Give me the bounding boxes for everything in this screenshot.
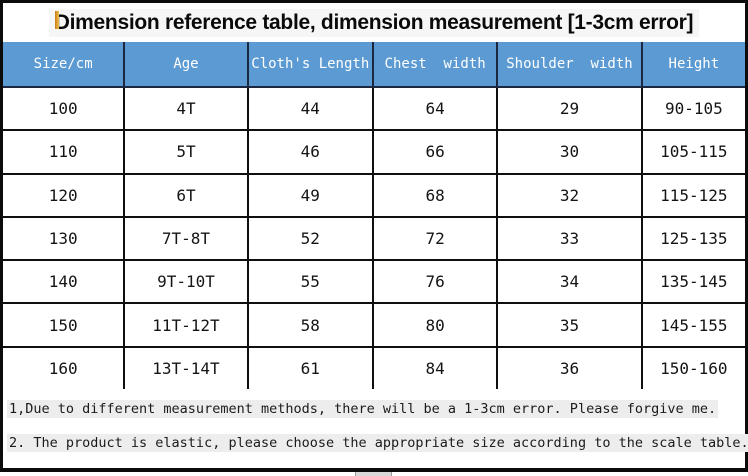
table-cell: 5T (123, 129, 249, 175)
table-row: 130 7T-8T 52 72 33 125-135 (3, 215, 745, 262)
table-cell: 32 (496, 172, 643, 218)
table-row: 110 5T 46 66 30 105-115 (3, 129, 745, 175)
table-cell: 35 (496, 302, 643, 348)
table-cell: 160 (3, 345, 126, 389)
page-title: Dimension reference table, dimension mea… (48, 8, 700, 37)
table-cell: 64 (371, 85, 499, 132)
table-cell: 110 (3, 129, 126, 175)
table-cell: 34 (496, 259, 643, 305)
table-row: 100 4T 44 64 29 90-105 (3, 85, 745, 132)
table-cell: 150-160 (640, 345, 745, 389)
column-header: Height (640, 42, 745, 88)
table-cell: 66 (371, 129, 499, 175)
table-row: 160 13T-14T 61 84 36 150-160 (3, 345, 745, 389)
table-cell: 68 (371, 172, 499, 218)
table-cell: 84 (371, 345, 499, 389)
size-table: Size/cm Age Cloth's Length Chest width Shoul… (3, 42, 745, 389)
table-cell: 105-115 (640, 129, 745, 175)
table-cell: 145-155 (640, 302, 745, 348)
table-cell: 135-145 (640, 259, 745, 305)
table-cell: 61 (246, 345, 374, 389)
table-cell: 120 (3, 172, 126, 218)
table-cell: 33 (496, 215, 643, 262)
table-cell: 115-125 (640, 172, 745, 218)
note-line: 2. The product is elastic, please choose… (7, 432, 748, 454)
table-cell: 13T-14T (123, 345, 249, 389)
table-cell: 9T-10T (123, 259, 249, 305)
table-cell: 44 (246, 85, 374, 132)
table-cell: 11T-12T (123, 302, 249, 348)
table-cell: 7T-8T (123, 215, 249, 262)
table-cell: 130 (3, 215, 126, 262)
size-table-head: Size/cm Age Cloth's Length Chest width Shoul… (3, 42, 745, 88)
table-cell: 36 (496, 345, 643, 389)
table-cell: 52 (246, 215, 374, 262)
table-row: 150 11T-12T 58 80 35 145-155 (3, 302, 745, 348)
table-row: 140 9T-10T 55 76 34 135-145 (3, 259, 745, 305)
table-cell: 100 (3, 85, 126, 132)
table-cell: 46 (246, 129, 374, 175)
table-cell: 49 (246, 172, 374, 218)
table-cell: 30 (496, 129, 643, 175)
bottom-edge-strip (0, 472, 748, 476)
table-cell: 125-135 (640, 215, 745, 262)
table-cell: 80 (371, 302, 499, 348)
table-cell: 90-105 (640, 85, 745, 132)
table-cell: 6T (123, 172, 249, 218)
table-cell: 4T (123, 85, 249, 132)
table-cell: 72 (371, 215, 499, 262)
table-cell: 150 (3, 302, 126, 348)
column-header: Size/cm (3, 42, 126, 88)
table-cell: 58 (246, 302, 374, 348)
table-row: 120 6T 49 68 32 115-125 (3, 172, 745, 218)
note-line: 1,Due to different measurement methods, … (7, 400, 719, 418)
table-cell: 76 (371, 259, 499, 305)
highlight-sliver-decoration (55, 11, 59, 29)
table-cell: 140 (3, 259, 126, 305)
table-cell: 29 (496, 85, 643, 132)
column-header: Chest width (371, 42, 499, 88)
notes-section: 1,Due to different measurement methods, … (3, 389, 748, 468)
header-row: Size/cm Age Cloth's Length Chest width Shoul… (3, 42, 745, 88)
bottom-notch-decoration (355, 472, 392, 476)
column-header: Cloth's Length (246, 42, 374, 88)
column-header: Shoulder width (496, 42, 643, 88)
column-header: Age (123, 42, 249, 88)
title-bar: Dimension reference table, dimension mea… (3, 3, 745, 42)
table-cell: 55 (246, 259, 374, 305)
size-table-body: 100 4T 44 64 29 90-105 110 5T 46 66 30 105-115 120 6T… (3, 85, 745, 389)
